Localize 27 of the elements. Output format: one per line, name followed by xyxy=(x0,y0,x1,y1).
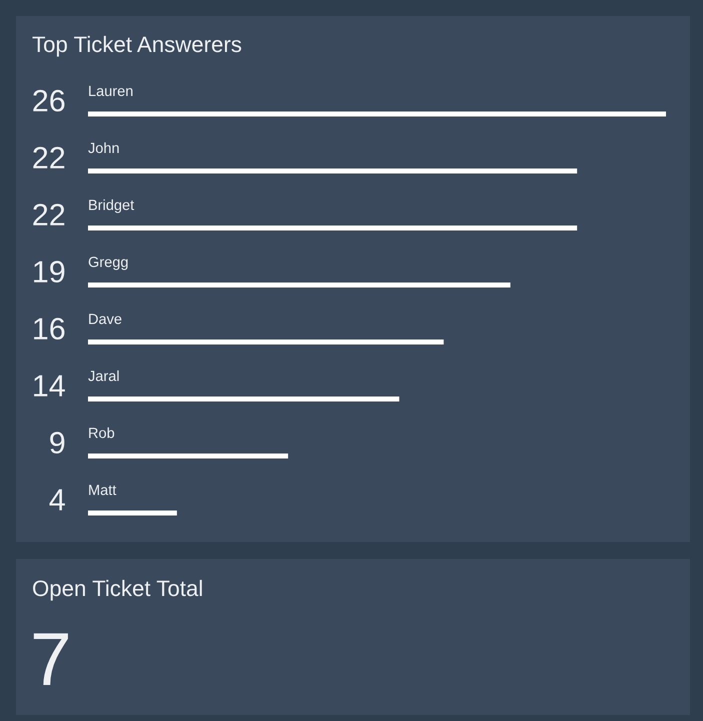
data-label: 22 xyxy=(33,204,64,226)
text: 7 xyxy=(34,633,68,685)
data-label: 4 xyxy=(49,489,65,510)
chart-title: Top Ticket Answerers xyxy=(32,36,242,57)
y-tick-label: Dave xyxy=(89,314,122,324)
y-tick-label: Gregg xyxy=(88,256,128,270)
bar xyxy=(88,454,288,458)
data-label: 14 xyxy=(34,375,65,396)
bar xyxy=(88,396,400,402)
y-tick-label: Matt xyxy=(89,484,116,496)
data-label: 19 xyxy=(34,260,64,283)
data-label: 16 xyxy=(34,318,64,340)
y-tick-label: Jaral xyxy=(88,370,119,382)
bar xyxy=(88,226,578,230)
y-tick-label: John xyxy=(88,142,119,154)
bar xyxy=(88,112,666,116)
y-tick-label: Rob xyxy=(89,427,114,438)
data-label: 9 xyxy=(50,432,64,454)
bar xyxy=(88,510,177,516)
y-tick-label: Bridget xyxy=(89,199,134,213)
data-label: 22 xyxy=(33,146,64,168)
bar xyxy=(88,168,578,174)
y-tick-label: Lauren xyxy=(89,86,132,96)
text: Open Ticket Total xyxy=(33,580,202,601)
bar xyxy=(88,282,510,288)
bar xyxy=(88,340,444,344)
data-label: 26 xyxy=(33,90,64,112)
